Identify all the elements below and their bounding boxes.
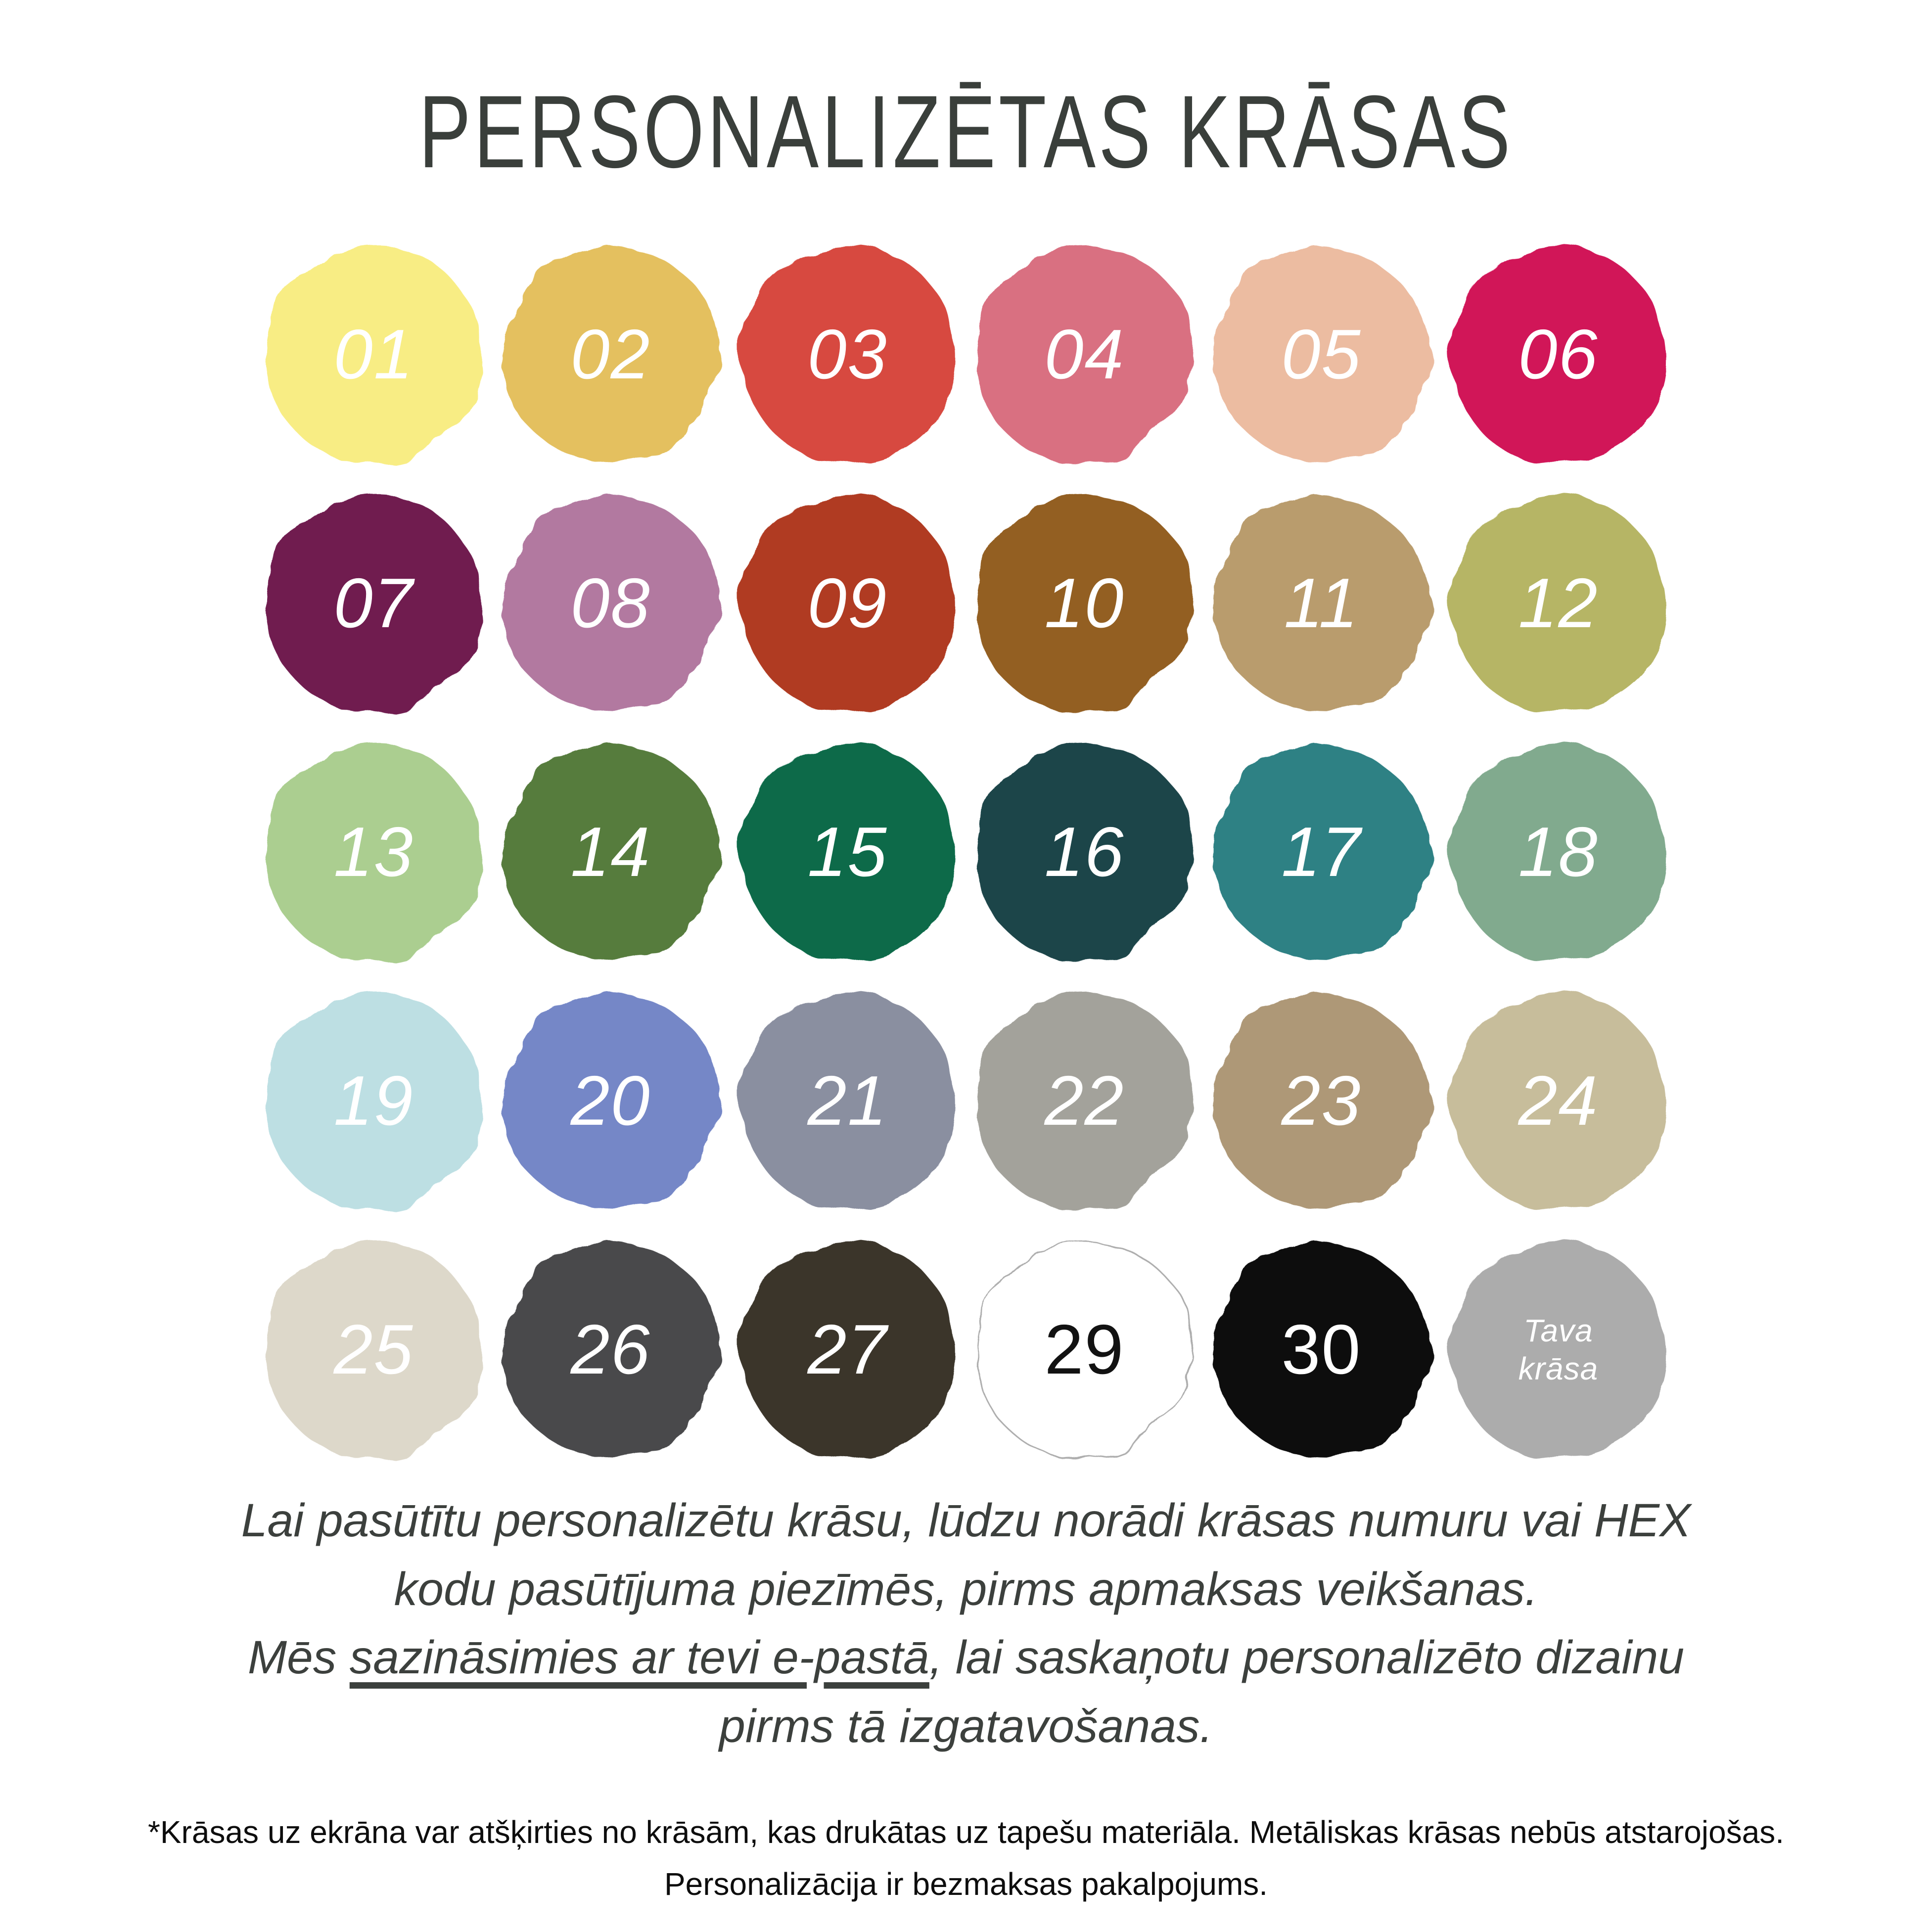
- swatch-label: 14: [570, 813, 651, 892]
- color-swatch: 07: [260, 489, 488, 718]
- swatch-label: 22: [1044, 1061, 1125, 1141]
- swatch-label: 30: [1281, 1310, 1362, 1389]
- color-swatch: 11: [1202, 484, 1441, 723]
- swatch-label: 21: [807, 1061, 888, 1141]
- color-swatch: 02: [495, 239, 727, 470]
- color-swatch: 23: [1202, 982, 1441, 1220]
- swatch-label: 24: [1518, 1061, 1599, 1141]
- color-swatch: 05: [1202, 235, 1441, 474]
- color-swatch: 16: [972, 740, 1197, 965]
- color-swatch: 24: [1446, 989, 1671, 1213]
- color-swatch: 04: [972, 242, 1197, 467]
- color-swatch: 13: [260, 738, 488, 966]
- swatch-label: 10: [1044, 564, 1125, 643]
- color-swatch: 01: [260, 240, 488, 469]
- color-swatch: 03: [728, 235, 967, 474]
- swatch-label: 05: [1281, 315, 1362, 394]
- swatch-label: 06: [1518, 315, 1599, 394]
- color-swatch: 19: [260, 987, 488, 1215]
- order-instructions-line-4: pirms tā izgatavošanas.: [719, 1700, 1213, 1753]
- swatch-label: 25: [333, 1310, 414, 1389]
- order-instructions-line-3: Mēs sazināsimies ar tevi e-pastā, lai sa…: [0, 1623, 1932, 1692]
- color-swatch: Tava krāsa: [1446, 1238, 1671, 1462]
- color-swatch: 15: [728, 733, 967, 971]
- page-title: PERSONALIZĒTAS KRĀSAS: [418, 74, 1514, 189]
- color-swatch: 10: [972, 491, 1197, 716]
- swatch-label: 27: [807, 1310, 888, 1389]
- line-3-suffix: , lai saskaņotu personalizēto dizainu: [929, 1631, 1685, 1684]
- color-swatch-grid: 01 02 03 04 05 06 07 08 09 10 11 12 13 1…: [260, 235, 1671, 1469]
- color-swatch: 06: [1446, 242, 1671, 467]
- swatch-label: 20: [570, 1061, 651, 1141]
- swatch-label: 29: [1044, 1310, 1125, 1389]
- swatch-label: 26: [570, 1310, 651, 1389]
- swatch-label: 04: [1044, 315, 1125, 394]
- swatch-label: 07: [333, 564, 414, 643]
- page-header: PERSONALIZĒTAS KRĀSAS: [0, 73, 1932, 189]
- swatch-label: 16: [1044, 813, 1125, 892]
- line-3-prefix: Mēs: [247, 1631, 350, 1684]
- swatch-label: 17: [1281, 813, 1362, 892]
- swatch-label: 18: [1518, 813, 1599, 892]
- color-swatch: 25: [260, 1236, 488, 1464]
- color-swatch: 17: [1202, 733, 1441, 971]
- swatch-label: 01: [333, 315, 414, 394]
- swatch-label: 19: [333, 1061, 414, 1141]
- color-swatch: 30: [1202, 1231, 1441, 1469]
- color-swatch: 14: [495, 736, 727, 968]
- swatch-label: Tava krāsa: [1518, 1313, 1599, 1386]
- disclaimer-line-2: Personalizācija ir bezmaksas pakalpojums…: [664, 1866, 1268, 1902]
- order-instructions-line-1: Lai pasūtītu personalizētu krāsu, lūdzu …: [241, 1494, 1691, 1547]
- color-swatch: 27: [728, 1231, 967, 1469]
- disclaimer: *Krāsas uz ekrāna var atšķirties no krās…: [0, 1806, 1932, 1910]
- color-swatch: 09: [728, 484, 967, 723]
- swatch-label: 23: [1281, 1061, 1362, 1141]
- color-swatch: 18: [1446, 740, 1671, 965]
- swatch-label: 15: [807, 813, 888, 892]
- order-instructions: Lai pasūtītu personalizētu krāsu, lūdzu …: [0, 1486, 1932, 1761]
- color-swatch: 08: [495, 488, 727, 719]
- color-swatch: 29: [972, 1238, 1197, 1462]
- swatch-label: 02: [570, 315, 651, 394]
- color-swatch: 20: [495, 985, 727, 1217]
- color-swatch: 22: [972, 989, 1197, 1213]
- swatch-label: 12: [1518, 564, 1599, 643]
- order-instructions-line-2: kodu pasūtījuma piezīmēs, pirms apmaksas…: [394, 1563, 1538, 1615]
- swatch-label: 11: [1284, 564, 1359, 643]
- swatch-label: 13: [333, 813, 414, 892]
- swatch-label: 09: [807, 564, 888, 643]
- email-contact-underline: sazināsimies ar tevi e-pastā: [349, 1631, 929, 1684]
- color-swatch: 12: [1446, 491, 1671, 716]
- swatch-label: 08: [570, 564, 651, 643]
- disclaimer-line-1: *Krāsas uz ekrāna var atšķirties no krās…: [147, 1814, 1785, 1850]
- color-swatch: 21: [728, 982, 967, 1220]
- color-swatch: 26: [495, 1234, 727, 1466]
- swatch-label: 03: [807, 315, 888, 394]
